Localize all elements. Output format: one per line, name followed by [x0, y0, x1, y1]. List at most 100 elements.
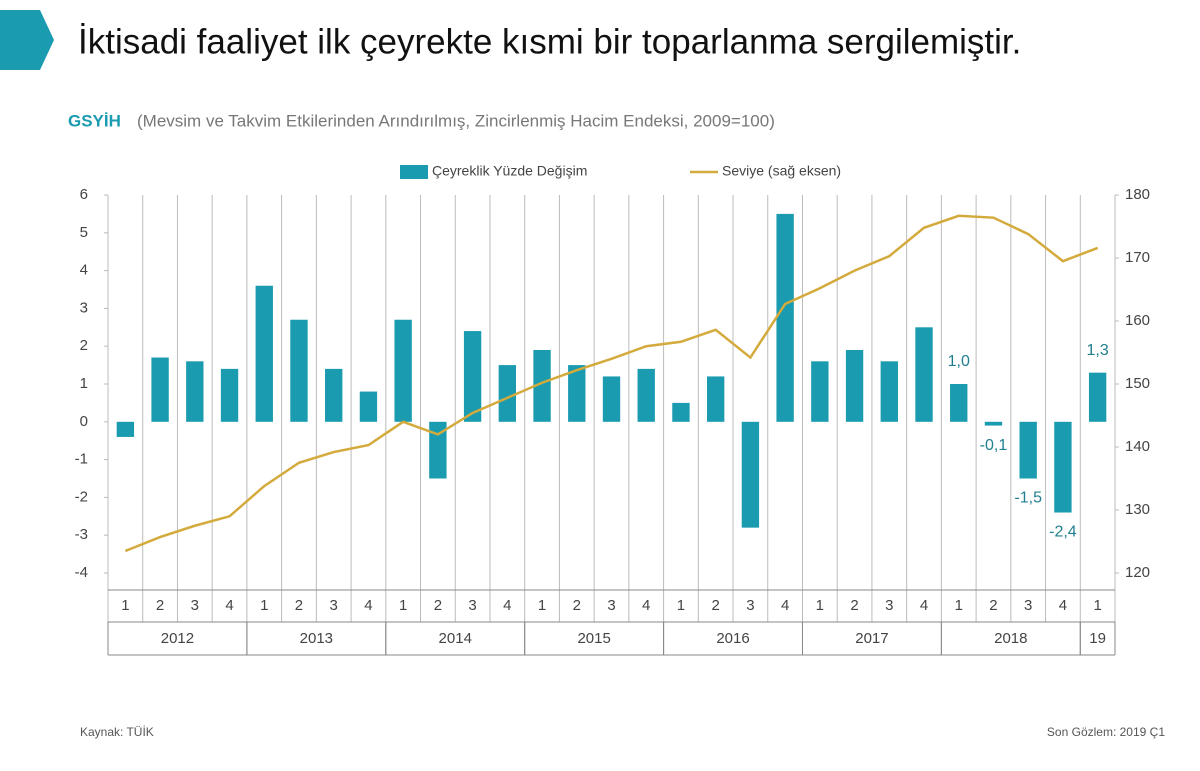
bar	[811, 361, 829, 422]
group-label: 2014	[439, 630, 472, 647]
value-label: -2,4	[1049, 524, 1077, 541]
x-tick-label: 4	[642, 597, 650, 614]
x-tick-label: 3	[330, 597, 338, 614]
bar	[220, 368, 239, 422]
value-label: -0,1	[980, 437, 1008, 454]
value-label: -1,5	[1014, 490, 1042, 507]
bar	[637, 368, 655, 422]
legend-label: Seviye (sağ eksen)	[722, 163, 841, 179]
y-tick-label: 3	[80, 299, 88, 316]
group-label: 2016	[716, 630, 749, 647]
bar	[359, 391, 378, 422]
bar	[1019, 421, 1037, 479]
bar	[255, 285, 273, 422]
bar	[498, 365, 517, 422]
group-label: 2017	[855, 630, 888, 647]
x-tick-label: 3	[468, 597, 476, 614]
bar	[186, 361, 204, 422]
bar	[533, 349, 551, 422]
x-tick-label: 2	[989, 597, 997, 614]
legend-swatch	[400, 165, 428, 179]
x-tick-label: 1	[538, 597, 546, 614]
x-tick-label: 2	[434, 597, 442, 614]
x-tick-label: 4	[781, 597, 789, 614]
y-tick-label: 6	[80, 186, 88, 203]
y-tick-label: -2	[75, 488, 88, 505]
x-tick-label: 3	[191, 597, 199, 614]
x-tick-label: 3	[1024, 597, 1032, 614]
bar	[602, 376, 621, 422]
y2-tick-label: 140	[1125, 438, 1150, 455]
bar	[845, 349, 864, 422]
y2-tick-label: 160	[1125, 312, 1150, 329]
x-tick-label: 2	[295, 597, 303, 614]
group-label: 2015	[577, 630, 610, 647]
bar	[776, 213, 794, 422]
x-tick-label: 1	[816, 597, 824, 614]
last-observation: Son Gözlem: 2019 Ç1	[1047, 725, 1165, 739]
x-tick-label: 4	[364, 597, 372, 614]
bar	[880, 361, 898, 422]
bar	[463, 331, 482, 422]
x-tick-label: 4	[503, 597, 511, 614]
bar	[672, 402, 690, 422]
x-tick-label: 3	[885, 597, 893, 614]
y2-tick-label: 120	[1125, 564, 1150, 581]
bar	[1054, 421, 1072, 513]
subtitle: (Mevsim ve Takvim Etkilerinden Arındırıl…	[137, 111, 775, 130]
value-label: 1,3	[1087, 342, 1109, 359]
y-tick-label: 4	[80, 262, 88, 279]
x-tick-label: 1	[121, 597, 129, 614]
y2-tick-label: 180	[1125, 186, 1150, 203]
x-tick-label: 3	[746, 597, 754, 614]
x-tick-label: 1	[677, 597, 685, 614]
y-tick-label: 1	[80, 375, 88, 392]
x-tick-label: 2	[850, 597, 858, 614]
x-tick-label: 1	[955, 597, 963, 614]
subtitle-lead: GSYİH	[68, 111, 121, 130]
x-tick-label: 2	[156, 597, 164, 614]
bar	[116, 421, 135, 437]
bar	[950, 384, 968, 422]
bar	[394, 319, 412, 422]
y-tick-label: 5	[80, 224, 88, 241]
chart-title: İktisadi faaliyet ilk çeyrekte kısmi bir…	[78, 22, 1021, 61]
bar	[151, 357, 169, 422]
y2-tick-label: 170	[1125, 249, 1150, 266]
bar	[915, 327, 933, 422]
header-marker	[0, 10, 54, 70]
value-label: 1,0	[948, 353, 970, 370]
y2-tick-label: 130	[1125, 501, 1150, 518]
x-tick-label: 1	[399, 597, 407, 614]
bar	[741, 421, 760, 528]
bar	[984, 421, 1003, 426]
y2-tick-label: 150	[1125, 375, 1150, 392]
x-tick-label: 2	[712, 597, 720, 614]
x-tick-label: 2	[573, 597, 581, 614]
x-tick-label: 4	[1059, 597, 1067, 614]
y-tick-label: -3	[75, 526, 88, 543]
group-label: 2013	[300, 630, 333, 647]
y-tick-label: -4	[75, 564, 88, 581]
x-tick-label: 1	[260, 597, 268, 614]
y-tick-label: 0	[80, 413, 88, 430]
group-label: 2018	[994, 630, 1027, 647]
y-tick-label: 2	[80, 337, 88, 354]
bar	[706, 376, 725, 422]
x-tick-label: 1	[1093, 597, 1101, 614]
line	[124, 214, 1099, 553]
bar	[1088, 372, 1107, 422]
bar	[429, 421, 447, 479]
bar	[325, 368, 343, 422]
x-tick-label: 4	[225, 597, 233, 614]
y-tick-label: -1	[75, 451, 88, 468]
group-label: 2012	[161, 630, 194, 647]
bar	[568, 365, 586, 422]
source: Kaynak: TÜİK	[80, 725, 154, 739]
bar	[290, 319, 308, 422]
x-tick-label: 4	[920, 597, 928, 614]
legend-label: Çeyreklik Yüzde Değişim	[432, 163, 587, 179]
x-tick-label: 3	[607, 597, 615, 614]
group-label: 19	[1089, 630, 1106, 647]
